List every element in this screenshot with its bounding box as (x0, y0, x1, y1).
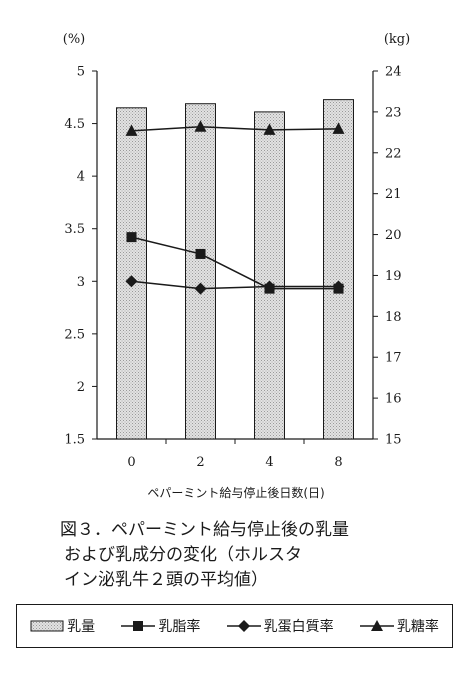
y-left-tick-label: 3.5 (64, 222, 85, 237)
figure-caption: 図３．ペパーミント給与停止後の乳量 および乳成分の変化（ホルスタ イン泌乳牛２頭… (60, 518, 450, 593)
caption-line-3: イン泌乳牛２頭の平均値） (64, 570, 268, 590)
y-right-tick-label: 22 (385, 146, 402, 161)
y-left-tick-label: 5 (77, 65, 85, 80)
y-left-unit: (%) (63, 32, 86, 47)
y-left-tick-label: 1.5 (64, 433, 85, 448)
x-tick-label: 2 (196, 455, 204, 470)
y-left-tick-label: 2.5 (64, 327, 85, 342)
square-icon (121, 621, 156, 631)
y-left-tick-label: 4 (77, 170, 85, 185)
series-line (131, 125, 339, 132)
bar-milk-yield (116, 107, 147, 440)
y-right-tick-label: 18 (385, 310, 402, 325)
y-left-tick-label: 2 (77, 380, 85, 395)
bar-milk-yield (254, 111, 285, 440)
series-line (131, 236, 339, 290)
legend: 乳量 乳脂率 乳蛋白質率 乳糖率 (16, 604, 453, 648)
y-right-tick-label: 24 (385, 65, 402, 80)
marker-triangle (194, 120, 207, 132)
legend-label-lactose: 乳糖率 (396, 619, 439, 635)
series-line (131, 280, 339, 290)
caption-line-1: 図３．ペパーミント給与停止後の乳量 (60, 520, 349, 540)
legend-item-lactose: 乳糖率 (359, 616, 439, 636)
y-right-tick-label: 23 (385, 105, 402, 120)
y-left-tick-label: 4.5 (64, 117, 85, 132)
marker-diamond (263, 280, 276, 293)
marker-square (195, 248, 206, 259)
marker-triangle (263, 123, 276, 135)
marker-triangle (125, 124, 138, 136)
y-right-tick-label: 17 (385, 351, 402, 366)
x-tick-label: 4 (265, 455, 273, 470)
y-right-unit: (kg) (384, 32, 410, 47)
legend-item-milk-yield: 乳量 (30, 616, 95, 636)
marker-triangle (332, 122, 345, 134)
y-right-tick-label: 20 (385, 228, 402, 243)
y-right-tick-label: 16 (385, 392, 402, 407)
caption-line-2: および乳成分の変化（ホルスタ (64, 545, 302, 565)
marker-diamond (125, 275, 138, 288)
legend-item-fat: 乳脂率 (121, 616, 200, 636)
diamond-icon (226, 620, 261, 632)
triangle-icon (359, 620, 394, 631)
bar-milk-yield (323, 99, 354, 440)
marker-diamond (194, 282, 207, 295)
x-axis-label: ペパーミント給与停止後日数(日) (147, 485, 324, 500)
bar-milk-yield (185, 103, 216, 440)
y-right-tick-label: 21 (385, 187, 402, 202)
x-tick-label: 8 (334, 455, 342, 470)
legend-label-protein: 乳蛋白質率 (263, 619, 334, 635)
legend-label-fat: 乳脂率 (158, 619, 201, 635)
x-tick-label: 0 (127, 455, 135, 470)
marker-square (126, 232, 137, 243)
y-right-tick-label: 19 (385, 269, 402, 284)
marker-diamond (332, 280, 345, 293)
y-left-tick-label: 3 (77, 275, 85, 290)
legend-label-milk-yield: 乳量 (67, 619, 96, 635)
legend-item-protein: 乳蛋白質率 (226, 616, 334, 636)
y-right-tick-label: 15 (385, 433, 402, 448)
bar-icon (30, 620, 64, 632)
